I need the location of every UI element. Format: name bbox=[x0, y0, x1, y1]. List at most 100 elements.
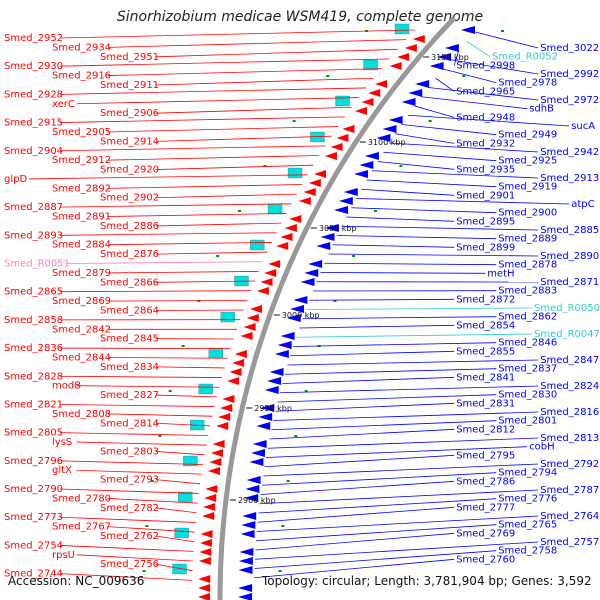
gene-label-left: Smed_2865 bbox=[4, 287, 63, 298]
connector-right bbox=[395, 133, 455, 144]
connector-right bbox=[256, 515, 539, 532]
gene-label-right: Smed_3022 bbox=[540, 43, 599, 54]
reverse-gene-arrow bbox=[240, 530, 255, 538]
forward-gene-arrow bbox=[375, 80, 388, 88]
connector-left bbox=[107, 39, 407, 48]
forward-gene-arrow bbox=[280, 233, 293, 241]
reverse-gene-arrow bbox=[238, 557, 253, 565]
connector-left bbox=[107, 242, 272, 246]
gene-label-right: Smed_2777 bbox=[456, 502, 515, 513]
gene-label-right: Smed_2794 bbox=[498, 468, 557, 479]
gene-label-left: Smed_2911 bbox=[100, 80, 159, 91]
connector-left bbox=[155, 193, 297, 199]
reverse-gene-arrow bbox=[244, 494, 259, 502]
connector-left bbox=[155, 507, 197, 514]
connector-right bbox=[287, 359, 539, 366]
connector-left bbox=[107, 413, 213, 417]
forward-gene-arrow bbox=[234, 350, 247, 358]
connector-left bbox=[59, 203, 292, 208]
connector-left bbox=[155, 535, 195, 543]
gene-label-right: Smed_2787 bbox=[540, 485, 599, 496]
gene-label-right: Smed_2899 bbox=[456, 242, 515, 253]
marker bbox=[500, 30, 504, 32]
forward-gene-arrow bbox=[412, 35, 425, 43]
gene-label-left: Smed_2808 bbox=[52, 409, 111, 420]
connector-right bbox=[257, 506, 455, 523]
tick-label: 2900 kbp bbox=[238, 496, 276, 505]
connector-left bbox=[107, 68, 382, 76]
connector-right bbox=[293, 342, 497, 347]
forward-gene-arrow bbox=[198, 593, 211, 600]
gene-label-left: Smed_2914 bbox=[100, 136, 159, 147]
marker bbox=[142, 570, 146, 572]
forward-gene-arrow bbox=[209, 458, 222, 466]
connector-left bbox=[155, 394, 217, 398]
reverse-gene-arrow bbox=[388, 116, 403, 124]
connector-right bbox=[284, 368, 497, 375]
forward-gene-arrow bbox=[243, 323, 256, 331]
forward-gene-arrow bbox=[207, 467, 220, 475]
connector-left bbox=[76, 554, 193, 562]
connector-right bbox=[261, 472, 497, 486]
connector-left bbox=[107, 213, 287, 217]
connector-right bbox=[256, 524, 497, 542]
connector-left bbox=[155, 222, 282, 227]
marker bbox=[304, 390, 308, 392]
gene-label-right: Smed_2992 bbox=[540, 69, 599, 80]
forward-gene-arrow bbox=[200, 530, 213, 538]
gene-label-right: Smed_2765 bbox=[498, 520, 557, 531]
reverse-gene-arrow bbox=[269, 368, 284, 376]
gene-label-left: Smed_2886 bbox=[100, 221, 159, 232]
gene-label-left: Smed_2790 bbox=[4, 484, 63, 495]
connector-left bbox=[59, 375, 222, 378]
reverse-gene-arrow bbox=[264, 386, 279, 394]
genome-title: Sinorhizobium medicae WSM419, complete g… bbox=[116, 9, 484, 25]
gene-label-right: Smed_2757 bbox=[540, 537, 599, 548]
gene-label-right: Smed_2764 bbox=[540, 511, 599, 522]
gene-label-left: Smed_2780 bbox=[52, 493, 111, 504]
connector-left bbox=[59, 404, 215, 407]
gene-label-left: lysS bbox=[52, 437, 72, 448]
connector-right bbox=[290, 350, 455, 357]
reverse-gene-arrow bbox=[239, 548, 254, 556]
forward-gene-arrow bbox=[289, 215, 302, 223]
forward-gene-arrow bbox=[260, 278, 273, 286]
forward-gene-arrow bbox=[212, 440, 225, 448]
gene-label-left: Smed_2887 bbox=[4, 202, 63, 213]
connector-right bbox=[389, 142, 539, 153]
reverse-gene-arrow bbox=[324, 224, 339, 232]
gene-label-left: Smed_2893 bbox=[4, 230, 63, 241]
reverse-gene-arrow bbox=[277, 341, 292, 349]
gene-label-right: Smed_2942 bbox=[540, 147, 599, 158]
gene-label-right: Smed_2758 bbox=[498, 546, 557, 557]
gene-label-left: Smed_2821 bbox=[4, 399, 63, 410]
connector-right bbox=[328, 253, 539, 257]
gene-label-left: Smed_2912 bbox=[52, 155, 111, 166]
marker bbox=[326, 75, 330, 77]
connector-right bbox=[351, 207, 497, 214]
forward-gene-arrow bbox=[397, 53, 410, 61]
connector-left bbox=[107, 155, 320, 161]
gene-label-right: Smed_2760 bbox=[456, 554, 515, 565]
feature-block bbox=[267, 203, 283, 215]
forward-gene-arrow bbox=[361, 98, 374, 106]
reverse-gene-arrow bbox=[238, 593, 253, 600]
forward-gene-arrow bbox=[250, 305, 263, 313]
connector-right bbox=[299, 324, 455, 329]
gene-label-left: rpsU bbox=[52, 550, 75, 561]
reverse-gene-arrow bbox=[238, 566, 253, 574]
forward-gene-arrow bbox=[404, 44, 417, 52]
marker bbox=[238, 210, 242, 212]
gene-label-right: Smed_2871 bbox=[540, 277, 599, 288]
forward-gene-arrow bbox=[308, 179, 321, 187]
gene-label-left: Smed_2905 bbox=[52, 127, 111, 138]
forward-gene-arrow bbox=[205, 485, 218, 493]
gene-label-left: Smed_2879 bbox=[52, 268, 111, 279]
connector-right bbox=[305, 307, 533, 310]
connector-right bbox=[260, 480, 455, 495]
gene-label-left: Smed_2928 bbox=[4, 89, 63, 100]
connector-right bbox=[428, 87, 539, 101]
connector-right bbox=[366, 179, 497, 188]
gene-label-right: Smed_2792 bbox=[540, 459, 599, 470]
gene-label-left: Smed_2858 bbox=[4, 315, 63, 326]
